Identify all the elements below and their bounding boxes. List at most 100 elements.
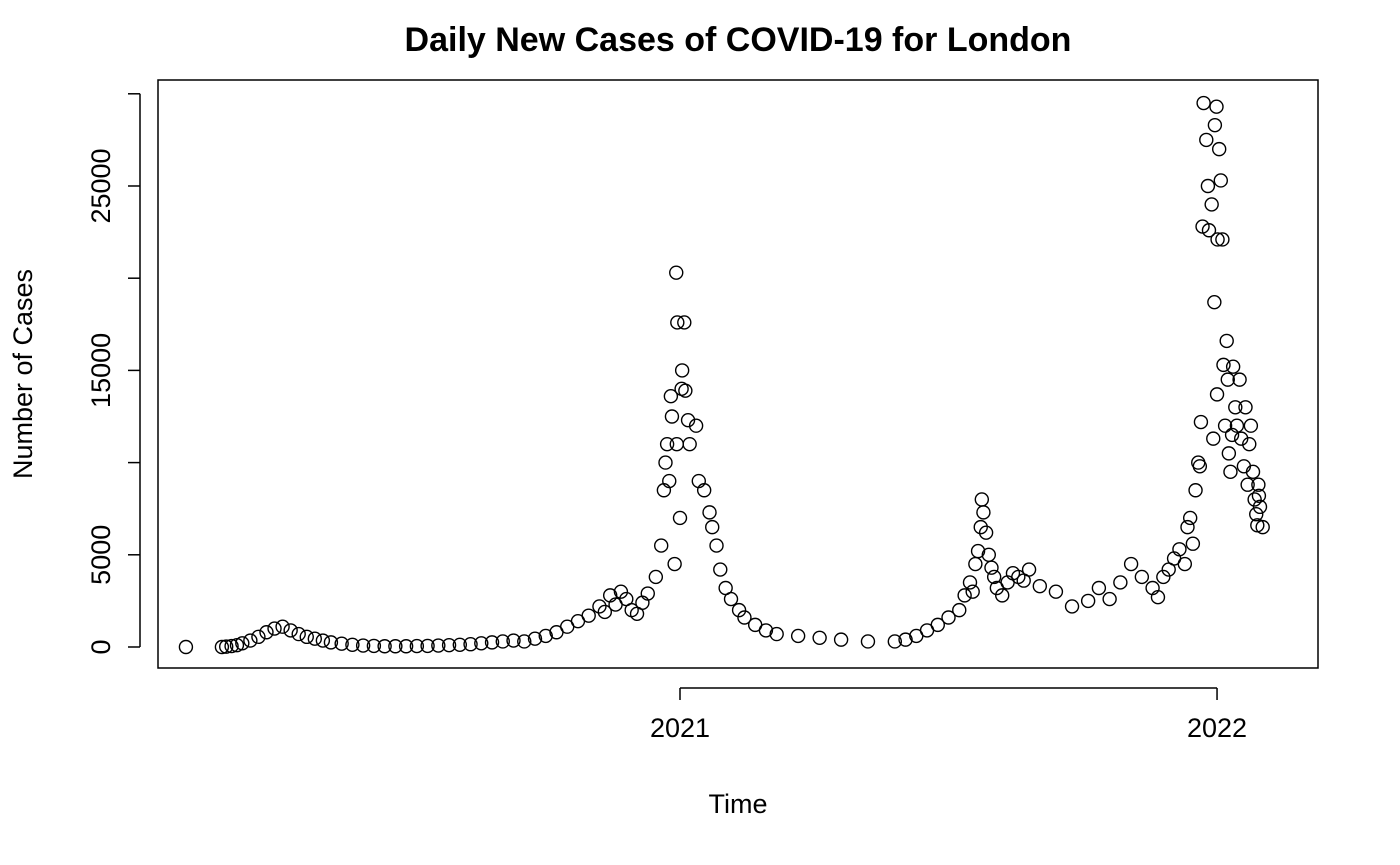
point [974,492,990,507]
point [1185,536,1201,551]
chart-title: Daily New Cases of COVID-19 for London [405,21,1072,59]
point [678,383,693,398]
point [1220,372,1235,387]
point [1209,387,1225,402]
point [737,610,752,625]
point [214,639,230,655]
point [1211,141,1227,157]
point [662,473,677,489]
point [702,505,717,520]
point [1080,593,1096,609]
point [1234,431,1249,446]
point [1123,556,1139,572]
point [463,637,478,652]
point [674,363,690,378]
point [267,621,282,636]
point [962,575,978,590]
point [654,538,669,553]
point [1252,499,1268,515]
x-tick-label: 2021 [650,713,710,743]
point [658,455,673,470]
point [670,315,685,330]
point [366,638,382,654]
point [334,636,349,651]
point [1091,580,1107,596]
x-tick-label: 2022 [1187,713,1247,743]
point [243,633,258,648]
point [986,569,1002,585]
point [219,639,234,654]
point [984,560,999,575]
point [1113,575,1128,590]
point [973,519,988,535]
point [1180,519,1195,535]
point [613,584,629,599]
point [887,634,903,649]
point [1188,483,1203,498]
point [669,265,684,280]
point [1048,584,1064,599]
point [1243,418,1259,433]
point [709,538,724,553]
point [495,634,510,649]
point [377,639,392,654]
point [1196,95,1211,111]
point [1213,173,1228,188]
point [659,436,675,452]
point [283,623,298,638]
point [1192,459,1208,474]
point [1215,232,1230,247]
point [677,315,692,330]
point [307,631,323,646]
point [1240,477,1255,492]
point [1150,590,1166,605]
point [688,418,704,433]
point [978,525,994,540]
point [1255,519,1270,535]
point [299,629,314,645]
point [388,639,403,654]
point [1200,178,1216,194]
point [484,635,500,650]
point [769,626,784,642]
point [355,638,371,653]
point [1156,569,1171,585]
point [667,556,682,572]
point [235,636,250,651]
point [898,632,913,647]
point [398,639,414,654]
point [323,635,339,650]
point [968,556,983,572]
point [345,637,360,652]
point [672,510,688,526]
point [952,602,967,618]
point [1182,510,1198,526]
point [860,634,876,649]
y-tick-label: 5000 [86,525,116,585]
point [758,623,774,638]
point [713,562,728,577]
point [1245,464,1261,480]
point [1228,400,1243,415]
point [664,409,680,424]
point [452,637,468,652]
y-axis-label: Number of Cases [8,269,38,479]
point [1217,418,1233,433]
point [976,505,991,520]
point [965,584,980,599]
point [1247,492,1262,507]
point [1232,372,1247,387]
point [941,610,956,625]
point [1193,414,1209,430]
point [1221,446,1237,461]
point [682,436,697,452]
point [663,389,679,404]
point [1206,431,1221,446]
point [970,543,986,559]
y-tick-label: 15000 [86,333,116,408]
point [1199,132,1214,148]
point [1172,542,1187,557]
point [178,639,194,655]
point [506,633,521,648]
point [1223,464,1238,480]
